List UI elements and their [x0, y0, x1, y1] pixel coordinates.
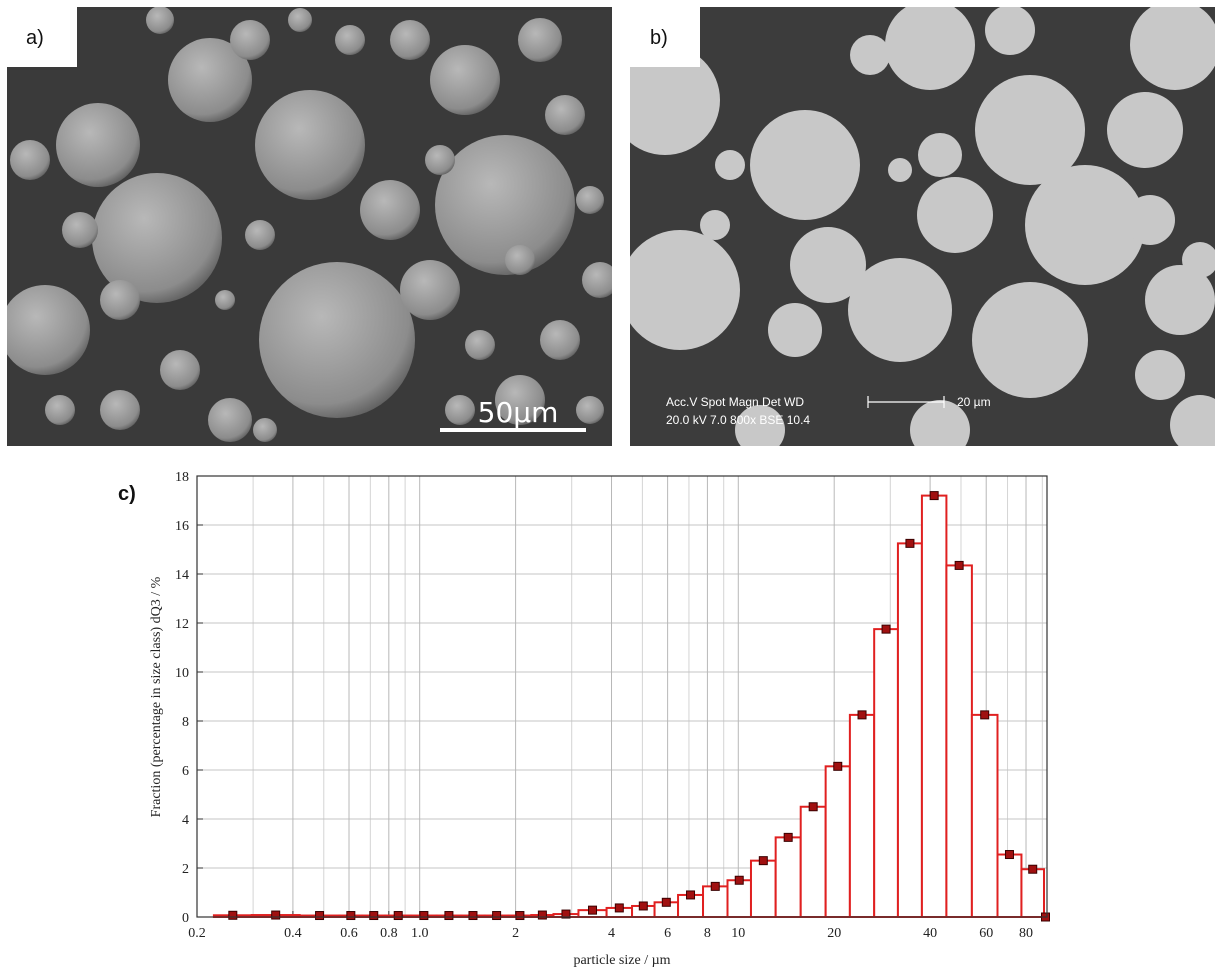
scale-text: 20 µm [957, 395, 991, 409]
marker [980, 710, 990, 720]
marker [1028, 864, 1038, 874]
marker [588, 905, 598, 915]
marker [393, 911, 403, 921]
marker [228, 910, 238, 920]
x-tick-label: 20 [827, 926, 841, 941]
bar [749, 859, 777, 919]
bar [726, 879, 752, 918]
marker [857, 710, 867, 720]
plot-frame [196, 475, 1048, 918]
marker [638, 901, 648, 911]
info-text: 20.0 kV 7.0 800x BSE 10.4 [666, 413, 810, 427]
y-tick-label: 18 [175, 470, 189, 485]
marker [783, 832, 793, 842]
x-tick-label: 0.2 [188, 926, 206, 941]
bar [1020, 868, 1045, 918]
y-tick-label: 8 [182, 715, 189, 730]
scale-bar [867, 396, 945, 408]
x-tick-label: 60 [979, 926, 993, 941]
bar [945, 564, 973, 918]
marker [833, 761, 843, 771]
bar [774, 836, 802, 918]
x-tick-label: 10 [731, 926, 745, 941]
marker [710, 881, 720, 891]
y-tick-label: 14 [175, 568, 189, 583]
y-tick-label: 12 [175, 617, 189, 632]
x-tick-label: 0.6 [340, 926, 358, 941]
bar [873, 628, 899, 918]
sem-image-a: a) 50µm [7, 7, 612, 446]
y-tick-label: 6 [182, 764, 189, 779]
marker [758, 856, 768, 866]
marker [614, 903, 624, 913]
bar [702, 885, 729, 918]
marker [734, 875, 744, 885]
marker [315, 911, 325, 921]
marker [419, 911, 429, 921]
x-tick-label: 2 [512, 926, 519, 941]
x-tick-label: 40 [923, 926, 937, 941]
x-tick-label: 0.8 [380, 926, 398, 941]
y-axis-title: Fraction (percentage in size class) dQ3 … [149, 576, 164, 817]
bar [799, 805, 827, 918]
y-tick-label: 2 [182, 862, 189, 877]
marker [808, 802, 818, 812]
particles [630, 7, 1215, 446]
bar [848, 713, 876, 918]
marker [444, 911, 454, 921]
marker [468, 911, 478, 921]
bar [824, 765, 851, 919]
marker [954, 560, 964, 570]
x-tick-label: 8 [704, 926, 711, 941]
bar [920, 494, 948, 918]
marker [369, 911, 379, 921]
marker [929, 491, 939, 501]
plot: 0 2 4 6 8 10 12 14 16 18 0.2 0.4 0.6 0.8 1.0 2 4 6 8 10 20 40… [175, 470, 1050, 941]
y-tick-label: 10 [175, 666, 189, 681]
sem-image-b: b) Acc.V Spot Magn Det WD 20.0 kV 7.0 80… [630, 7, 1215, 446]
marker [492, 911, 502, 921]
marker [561, 909, 571, 919]
marker [346, 911, 356, 921]
marker [537, 910, 547, 920]
bar [896, 542, 923, 918]
bar [970, 713, 999, 918]
info-text: Acc.V Spot Magn Det WD [666, 395, 804, 409]
y-tick-label: 0 [182, 911, 189, 926]
scale-text: 50µm [478, 396, 559, 429]
marker [881, 624, 891, 634]
panel-label: b) [650, 27, 668, 49]
x-tick-label: 6 [664, 926, 671, 941]
marker [1004, 850, 1014, 860]
x-tick-label: 1.0 [411, 926, 429, 941]
marker [661, 897, 671, 907]
marker [905, 538, 915, 548]
marker [686, 890, 696, 900]
marker [515, 911, 525, 921]
panel-label: c) [118, 483, 136, 505]
panel-label: a) [26, 27, 44, 49]
x-axis-title: particle size / µm [573, 953, 670, 968]
particles [7, 7, 612, 442]
marker [271, 910, 281, 920]
x-tick-label: 4 [608, 926, 615, 941]
bar [996, 853, 1023, 919]
x-tick-label: 0.4 [284, 926, 302, 941]
y-tick-label: 4 [182, 813, 189, 828]
x-tick-label: 80 [1019, 926, 1033, 941]
y-tick-label: 16 [175, 519, 189, 534]
